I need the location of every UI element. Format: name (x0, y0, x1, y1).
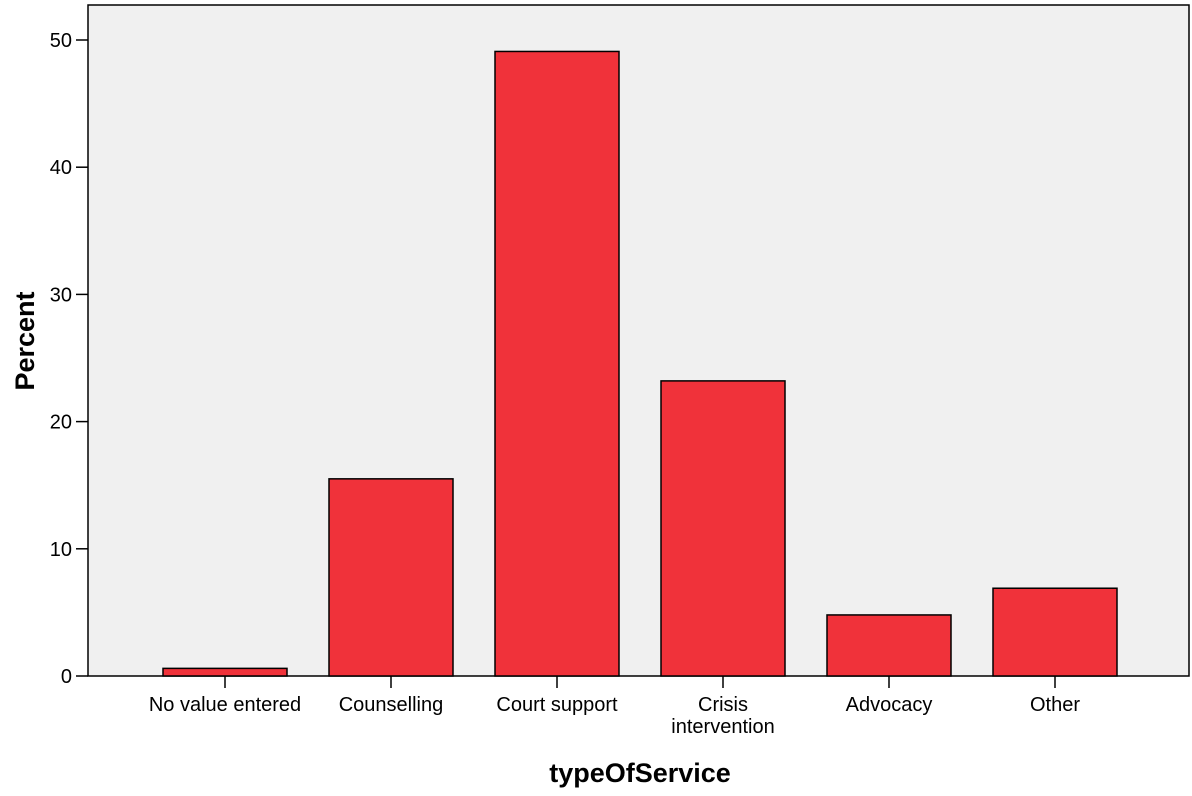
y-tick-label: 20 (50, 412, 72, 434)
x-tick-label: Other (1030, 694, 1080, 716)
y-tick-label: 30 (50, 284, 72, 306)
bar-court-support (494, 50, 620, 677)
y-tick-label: 40 (50, 157, 72, 179)
y-axis: 0 10 20 30 40 50 (50, 30, 88, 688)
bar-counselling (328, 478, 454, 677)
y-axis-title: Percent (10, 291, 40, 390)
x-tick-label: Crisis intervention (671, 694, 774, 738)
bar-other (992, 587, 1118, 677)
x-tick-label: Counselling (339, 694, 444, 716)
plot-area (87, 4, 1190, 677)
y-tick-label: 10 (50, 539, 72, 561)
y-tick-label: 0 (61, 666, 72, 688)
bar-advocacy (826, 614, 952, 677)
x-tick-label: Advocacy (846, 694, 933, 716)
bar-crisis-intervention (660, 380, 786, 677)
x-tick-label: Court support (496, 694, 618, 716)
x-axis-title: typeOfService (549, 758, 731, 788)
x-axis: No value entered Counselling Court support… (149, 676, 1080, 738)
bars-group (162, 50, 1118, 677)
x-tick-label: No value entered (149, 694, 301, 716)
y-tick-label: 50 (50, 30, 72, 52)
bar-no-value-entered (162, 667, 288, 677)
